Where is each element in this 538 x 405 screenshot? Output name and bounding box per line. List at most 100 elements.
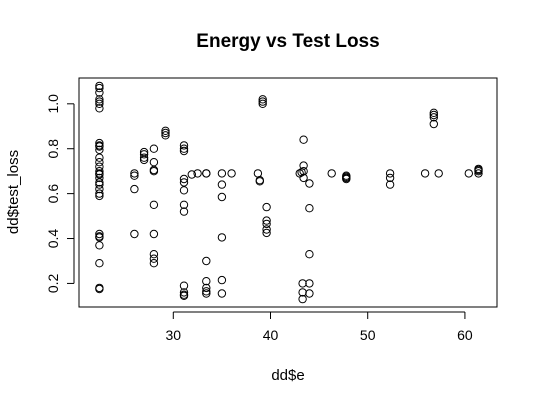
data-point [179, 281, 189, 290]
data-point [434, 169, 443, 178]
data-point [202, 256, 211, 266]
data-point [299, 135, 308, 144]
y-tick-label: 0.2 [45, 273, 61, 293]
data-point [179, 174, 189, 184]
data-point [130, 169, 139, 178]
data-point [227, 169, 236, 178]
data-point [179, 146, 189, 156]
data-point [305, 250, 314, 259]
data-point [161, 131, 170, 140]
data-point [130, 171, 139, 180]
data-point [429, 113, 438, 122]
data-point [202, 283, 211, 293]
data-point [95, 180, 104, 189]
data-point [95, 191, 104, 201]
data-point [385, 173, 395, 183]
data-point [95, 259, 104, 268]
data-point [179, 186, 189, 195]
y-tick-label: 0.6 [45, 184, 61, 204]
data-point [385, 180, 395, 189]
data-point [149, 229, 159, 239]
data-point [95, 233, 104, 242]
data-point [258, 97, 267, 106]
data-point [149, 144, 159, 153]
data-point [342, 174, 351, 184]
data-point [202, 169, 211, 178]
data-point [255, 177, 264, 186]
data-point [179, 288, 189, 297]
data-point [193, 169, 202, 178]
x-tick-label: 50 [360, 327, 376, 343]
data-point [95, 167, 104, 176]
data-point [179, 178, 189, 187]
y-tick-label: 1.0 [45, 94, 61, 114]
data-point [298, 279, 307, 288]
data-point [217, 289, 227, 298]
data-point [130, 184, 139, 194]
data-point [149, 250, 159, 259]
y-tick-label: 0.4 [45, 229, 61, 249]
data-point [305, 279, 314, 288]
x-tick-label: 30 [166, 327, 182, 343]
data-point [130, 229, 139, 239]
data-point [95, 229, 104, 239]
data-point [217, 169, 227, 178]
x-axis: 30 40 50 60 [166, 311, 473, 343]
data-point [149, 167, 159, 176]
data-point [95, 83, 104, 93]
data-point [464, 169, 473, 178]
y-tick-label: 0.8 [45, 139, 61, 159]
data-point [420, 169, 430, 178]
data-point [95, 142, 104, 151]
data-point [95, 241, 104, 250]
data-point [474, 169, 483, 178]
data-point [187, 170, 197, 179]
data-point [139, 150, 149, 159]
data-point [95, 104, 104, 113]
data-point [95, 95, 104, 104]
data-points [95, 81, 483, 304]
data-point [327, 169, 336, 178]
data-point [299, 161, 308, 170]
data-point [429, 110, 438, 120]
data-point [95, 189, 104, 198]
data-point [161, 128, 170, 138]
data-point [202, 277, 211, 286]
data-point [253, 169, 263, 178]
data-point [139, 155, 149, 165]
data-point [95, 184, 104, 194]
data-point [258, 99, 267, 109]
x-tick-label: 60 [457, 327, 473, 343]
data-point [429, 119, 438, 129]
data-point [179, 200, 189, 210]
data-point [217, 233, 227, 242]
data-point [95, 99, 104, 109]
data-point [262, 228, 271, 238]
data-point [95, 88, 104, 97]
plot-frame [78, 77, 498, 308]
data-point [262, 216, 271, 225]
data-point [149, 200, 159, 210]
data-point [95, 97, 104, 106]
data-point [202, 289, 211, 298]
data-point [95, 138, 104, 148]
data-point [305, 289, 314, 298]
data-point [217, 192, 227, 202]
data-point [95, 173, 104, 183]
data-point [299, 173, 308, 183]
data-point [179, 207, 189, 216]
x-tick-label: 40 [263, 327, 279, 343]
data-point [262, 219, 271, 229]
data-point [474, 167, 483, 176]
data-point [262, 225, 271, 234]
data-point [217, 180, 227, 189]
data-point [149, 158, 159, 167]
data-point [262, 202, 271, 212]
data-point [149, 254, 159, 263]
chart-title: Energy vs Test Loss [196, 31, 379, 52]
data-point [95, 178, 104, 187]
data-point [202, 287, 211, 296]
y-axis: 0.2 0.4 0.6 0.8 1.0 [45, 94, 75, 293]
data-point [95, 81, 104, 91]
